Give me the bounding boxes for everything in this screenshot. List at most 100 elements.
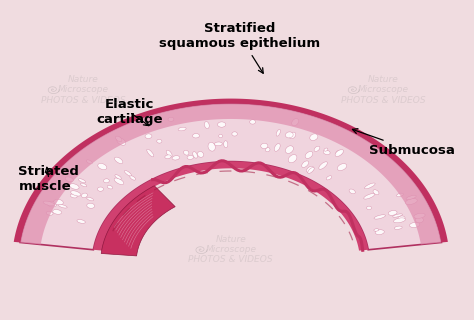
Ellipse shape: [147, 149, 154, 157]
Ellipse shape: [115, 157, 123, 164]
Ellipse shape: [71, 191, 81, 196]
Ellipse shape: [337, 164, 347, 171]
Ellipse shape: [307, 166, 314, 172]
Ellipse shape: [336, 150, 342, 155]
Ellipse shape: [77, 220, 85, 223]
Ellipse shape: [292, 119, 299, 126]
Ellipse shape: [289, 132, 296, 139]
Ellipse shape: [274, 144, 280, 151]
Ellipse shape: [81, 183, 87, 187]
Text: Elastic
cartilage: Elastic cartilage: [96, 98, 163, 126]
Ellipse shape: [319, 162, 328, 169]
Ellipse shape: [261, 143, 268, 148]
Ellipse shape: [406, 196, 416, 200]
Ellipse shape: [165, 155, 171, 159]
Polygon shape: [20, 103, 441, 244]
Ellipse shape: [192, 133, 200, 138]
Ellipse shape: [414, 213, 425, 219]
Ellipse shape: [70, 184, 79, 189]
Ellipse shape: [193, 152, 197, 158]
Ellipse shape: [314, 146, 320, 151]
Ellipse shape: [43, 201, 55, 206]
Ellipse shape: [393, 214, 402, 217]
Ellipse shape: [187, 156, 193, 159]
Text: Nature
Microscope
PHOTOS & VIDEOS: Nature Microscope PHOTOS & VIDEOS: [341, 75, 426, 105]
Ellipse shape: [47, 201, 57, 207]
Ellipse shape: [215, 142, 222, 146]
Ellipse shape: [374, 215, 385, 219]
Ellipse shape: [178, 127, 186, 131]
Ellipse shape: [410, 222, 420, 228]
Ellipse shape: [405, 199, 417, 204]
Text: Submucosa: Submucosa: [353, 129, 455, 157]
Text: Nature
Microscope
PHOTOS & VIDEOS: Nature Microscope PHOTOS & VIDEOS: [41, 75, 126, 105]
Ellipse shape: [125, 171, 131, 176]
Ellipse shape: [394, 226, 402, 229]
Ellipse shape: [103, 179, 109, 183]
Ellipse shape: [198, 151, 204, 157]
Ellipse shape: [224, 141, 228, 148]
Text: Nature
Microscope
PHOTOS & VIDEOS: Nature Microscope PHOTOS & VIDEOS: [189, 235, 273, 265]
Ellipse shape: [166, 150, 172, 157]
Ellipse shape: [265, 148, 270, 152]
Ellipse shape: [70, 194, 77, 198]
Ellipse shape: [250, 120, 255, 124]
Ellipse shape: [305, 152, 313, 158]
Ellipse shape: [107, 185, 113, 189]
Ellipse shape: [349, 189, 356, 194]
Polygon shape: [14, 99, 448, 243]
Ellipse shape: [82, 193, 87, 198]
Ellipse shape: [364, 194, 374, 199]
Ellipse shape: [115, 175, 121, 179]
Ellipse shape: [388, 211, 397, 215]
Ellipse shape: [46, 212, 53, 215]
Ellipse shape: [397, 193, 403, 197]
Ellipse shape: [276, 130, 281, 136]
Ellipse shape: [157, 140, 162, 143]
Ellipse shape: [285, 146, 293, 153]
Ellipse shape: [324, 148, 328, 151]
Ellipse shape: [232, 132, 237, 136]
Ellipse shape: [116, 136, 122, 141]
Polygon shape: [20, 103, 441, 250]
Ellipse shape: [323, 150, 330, 155]
Ellipse shape: [301, 161, 309, 167]
Ellipse shape: [373, 190, 379, 195]
Ellipse shape: [98, 164, 107, 170]
Ellipse shape: [87, 197, 93, 201]
Ellipse shape: [58, 204, 67, 208]
Ellipse shape: [326, 176, 332, 180]
Ellipse shape: [310, 134, 318, 140]
Ellipse shape: [168, 117, 174, 121]
Ellipse shape: [79, 179, 86, 183]
Ellipse shape: [218, 122, 226, 127]
Ellipse shape: [183, 150, 189, 155]
Ellipse shape: [208, 142, 215, 151]
Ellipse shape: [117, 138, 126, 145]
Ellipse shape: [398, 216, 405, 220]
Ellipse shape: [365, 183, 375, 189]
Ellipse shape: [393, 218, 406, 223]
Text: Stratified
squamous epithelium: Stratified squamous epithelium: [159, 22, 320, 73]
Ellipse shape: [86, 160, 92, 164]
Polygon shape: [93, 162, 368, 251]
Ellipse shape: [54, 199, 63, 205]
Ellipse shape: [374, 229, 379, 231]
Ellipse shape: [308, 167, 314, 173]
Text: Striated
muscle: Striated muscle: [18, 165, 79, 193]
Ellipse shape: [114, 178, 124, 185]
Ellipse shape: [375, 230, 384, 235]
Ellipse shape: [172, 156, 180, 160]
Ellipse shape: [366, 206, 372, 210]
Ellipse shape: [53, 210, 62, 214]
Ellipse shape: [130, 176, 136, 180]
Ellipse shape: [335, 150, 344, 156]
Ellipse shape: [145, 134, 152, 139]
Ellipse shape: [219, 134, 223, 138]
Ellipse shape: [65, 177, 73, 182]
Ellipse shape: [87, 203, 95, 208]
Ellipse shape: [285, 132, 293, 138]
Ellipse shape: [415, 217, 423, 223]
Ellipse shape: [98, 187, 103, 191]
Polygon shape: [101, 186, 175, 256]
